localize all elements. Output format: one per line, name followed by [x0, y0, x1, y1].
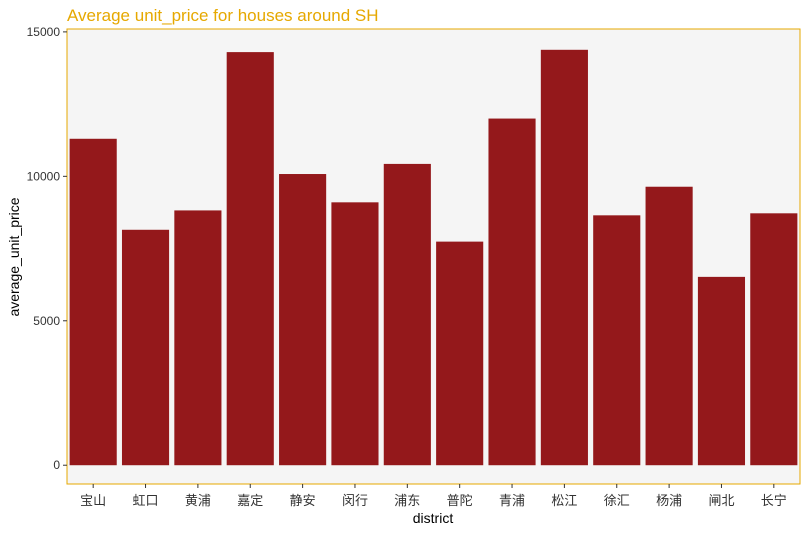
y-axis-title: average_unit_price: [6, 197, 22, 316]
y-axis: 0 5000 10000 15000: [27, 25, 67, 472]
x-tick-label-7: 普陀: [447, 493, 473, 509]
bars-group: [69, 49, 798, 466]
bar-7: [436, 241, 484, 466]
x-tick-label-10: 徐汇: [604, 494, 630, 509]
x-tick-label-5: 闵行: [342, 494, 368, 509]
bar-3: [226, 52, 274, 466]
x-tick-label-2: 黄浦: [185, 494, 211, 509]
bar-13: [750, 213, 798, 466]
y-tick-label-1: 5000: [33, 314, 60, 328]
bar-11: [645, 186, 693, 466]
bar-4: [279, 174, 327, 466]
bar-8: [488, 118, 536, 466]
bar-9: [540, 49, 588, 466]
bar-5: [331, 202, 379, 466]
x-tick-label-0: 宝山: [80, 494, 106, 509]
x-axis-title: district: [413, 510, 454, 526]
x-tick-label-1: 虹口: [133, 494, 159, 509]
y-tick-label-0: 0: [53, 458, 60, 472]
bar-6: [383, 163, 431, 466]
x-tick-label-3: 嘉定: [237, 494, 263, 509]
y-tick-label-2: 10000: [27, 169, 61, 183]
x-tick-label-6: 浦东: [394, 494, 420, 509]
x-tick-label-9: 松江: [551, 494, 577, 509]
y-tick-label-3: 15000: [27, 25, 61, 39]
x-axis: 宝山 虹口 黄浦 嘉定 静安 闵行 浦东 普陀 青浦 松江 徐汇 杨浦 闸北 长宁: [80, 484, 787, 509]
bar-2: [174, 210, 222, 466]
bar-10: [593, 215, 641, 466]
x-tick-label-4: 静安: [290, 494, 316, 509]
bar-12: [697, 276, 746, 466]
x-tick-label-13: 长宁: [761, 493, 787, 509]
x-tick-label-11: 杨浦: [656, 494, 682, 509]
chart-title: Average unit_price for houses around SH: [67, 6, 379, 25]
x-tick-label-8: 青浦: [499, 494, 525, 509]
x-tick-label-12: 闸北: [708, 494, 734, 509]
bar-1: [121, 229, 170, 466]
bar-0: [69, 138, 117, 466]
